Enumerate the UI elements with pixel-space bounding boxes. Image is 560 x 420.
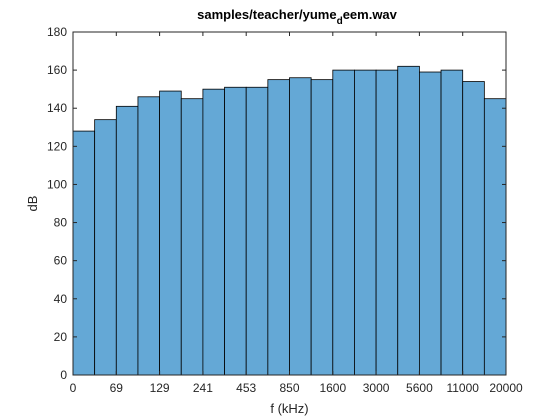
x-tick-label: 850	[279, 381, 299, 395]
bar-13	[332, 69, 355, 376]
y-tick-label: 80	[54, 216, 68, 230]
x-tick-label: 5600	[406, 381, 433, 395]
x-tick-label: 1600	[319, 381, 346, 395]
y-tick-label: 40	[54, 292, 68, 306]
bar-3	[115, 105, 139, 376]
y-tick-label: 160	[47, 63, 67, 77]
bar-16	[397, 65, 420, 376]
bar-4	[137, 96, 160, 376]
y-axis-label: dB	[25, 196, 40, 212]
chart-title-suffix: eem.wav	[343, 7, 398, 22]
bar-14	[354, 69, 377, 376]
bar-10	[267, 79, 290, 376]
x-axis-ticks: 0 69 129 241 453 850 1600 3000 5600 11000 20000	[70, 32, 523, 395]
bar-1	[72, 130, 96, 376]
chart-title-main: samples/teacher/yume	[197, 7, 336, 22]
bar-18	[440, 69, 464, 376]
bar-7	[202, 88, 225, 376]
x-tick-label: 0	[70, 381, 77, 395]
y-tick-label: 120	[47, 139, 67, 153]
x-tick-label: 453	[236, 381, 256, 395]
x-tick-label: 11000	[446, 381, 479, 395]
bar-15	[375, 69, 399, 376]
bar-20	[483, 98, 507, 376]
bar-12	[310, 79, 334, 376]
x-tick-label: 3000	[363, 381, 390, 395]
x-tick-label: 20000	[489, 381, 523, 395]
y-tick-label: 20	[54, 330, 68, 344]
bar-9	[245, 86, 269, 376]
chart-title-subscript: d	[337, 16, 343, 27]
y-tick-label: 140	[47, 101, 67, 115]
x-tick-label: 69	[110, 381, 124, 395]
chart-title: samples/teacher/yumedeem.wav	[197, 7, 398, 27]
y-axis-ticks: 0 20 40 60 80 100 120 140 160 180	[47, 25, 506, 382]
y-tick-label: 100	[47, 177, 67, 191]
x-tick-label: 129	[150, 381, 170, 395]
y-tick-label: 0	[60, 368, 67, 382]
bar-8	[224, 86, 247, 376]
y-tick-label: 180	[47, 25, 67, 39]
bar-17	[418, 71, 442, 376]
bar-11	[289, 77, 312, 376]
x-tick-label: 241	[193, 381, 213, 395]
y-tick-label: 60	[54, 254, 68, 268]
x-axis-label: f (kHz)	[270, 401, 308, 416]
bar-2	[94, 119, 117, 376]
bar-6	[180, 98, 204, 376]
bar-19	[462, 81, 485, 376]
bars-group	[72, 65, 507, 376]
bar-5	[159, 90, 182, 376]
